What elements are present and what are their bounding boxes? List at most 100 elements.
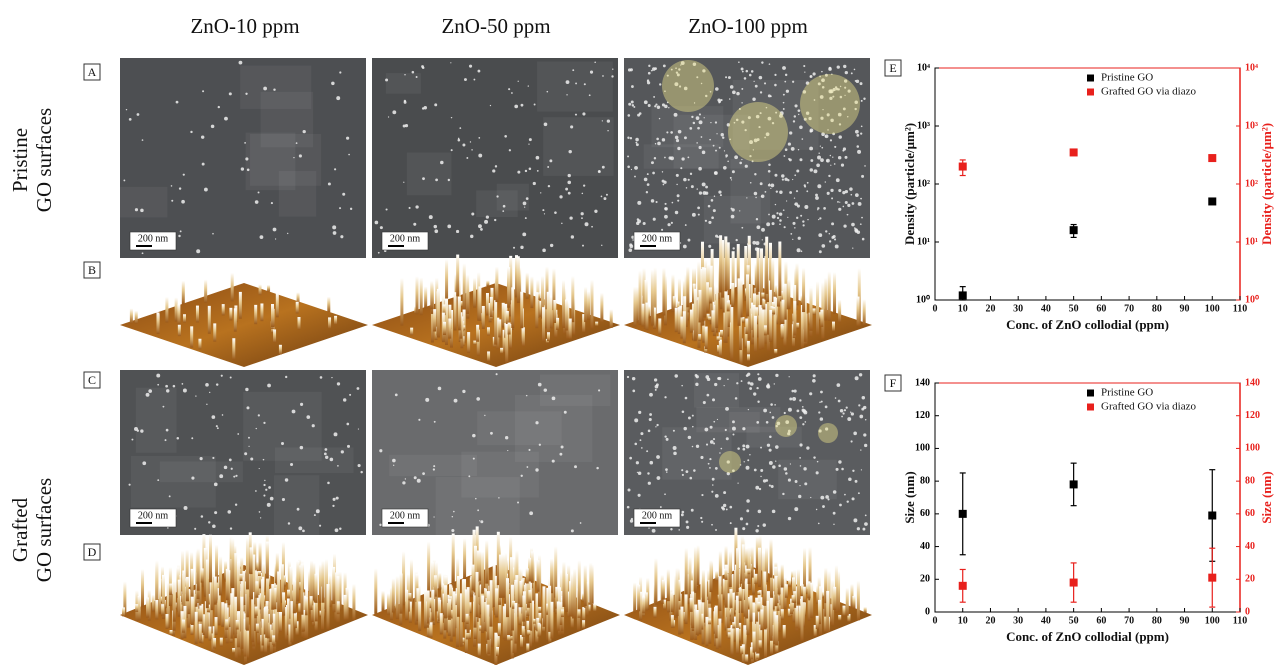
sem-particle <box>171 185 173 187</box>
sem-particle <box>842 191 845 194</box>
sem-particle <box>638 494 641 497</box>
sem-particle <box>181 200 185 204</box>
afm-peak <box>774 576 777 606</box>
sem-particle <box>504 135 507 138</box>
sem-particle <box>689 127 692 130</box>
sem-particle <box>518 81 519 82</box>
sem-particle <box>755 486 759 490</box>
sem-particle <box>809 147 813 151</box>
sem-particle <box>217 427 219 429</box>
sem-particle <box>227 510 231 514</box>
point <box>1208 154 1216 162</box>
sem-particle <box>379 524 381 526</box>
afm-peak <box>344 595 347 620</box>
afm-peak <box>522 596 525 622</box>
sem-particle <box>779 223 781 225</box>
afm-peak <box>173 581 176 622</box>
sem-particle <box>786 90 789 93</box>
sem-particle <box>636 461 639 464</box>
sem-particle <box>651 199 655 203</box>
afm-peak <box>747 341 750 356</box>
sem-particle <box>747 382 750 385</box>
sem-particle <box>392 110 396 114</box>
sem-particle <box>648 527 649 528</box>
sem-particle <box>652 172 655 175</box>
sem-particle <box>415 205 418 208</box>
afm-peak <box>246 538 249 590</box>
sem-particle <box>667 223 670 226</box>
afm-peak <box>182 620 185 633</box>
sem-particle <box>821 401 823 403</box>
sem-particle <box>433 468 435 470</box>
sem-particle <box>292 410 296 414</box>
sem-particle <box>492 169 495 172</box>
sem-particle <box>732 420 735 423</box>
y-axis-label: Size (nm) <box>902 471 917 523</box>
sem-particle <box>737 447 740 450</box>
sem-particle <box>717 419 718 420</box>
sem-domain <box>704 196 761 244</box>
sem-particle <box>648 65 650 67</box>
afm-peak <box>571 276 574 322</box>
sem-particle <box>776 191 778 193</box>
sem-particle <box>769 484 771 486</box>
afm-peak <box>739 588 742 601</box>
sem-particle <box>677 200 679 202</box>
sem-particle <box>470 235 473 238</box>
sem-particle <box>838 156 841 159</box>
afm-peak <box>279 345 282 355</box>
y-axis-label: Density (particle/μm²) <box>902 123 917 245</box>
sem-particle <box>839 135 842 138</box>
sem-particle <box>653 96 655 98</box>
sem-particle <box>237 433 239 435</box>
sem-particle <box>668 107 669 108</box>
afm-peak <box>753 632 756 653</box>
sem-particle <box>498 497 499 498</box>
sem-particle <box>741 380 743 382</box>
afm-peak <box>528 590 531 603</box>
afm-peak <box>746 274 749 316</box>
point <box>1208 574 1216 582</box>
sem-particle <box>654 105 656 107</box>
afm-peak <box>408 593 411 600</box>
sem-particle <box>735 397 738 400</box>
sem-particle <box>759 488 761 490</box>
afm-peak <box>222 304 225 315</box>
sem-particle <box>216 425 218 427</box>
sem-particle <box>802 423 804 425</box>
sem-particle <box>681 385 683 387</box>
sem-particle <box>760 91 762 93</box>
scale-bar-label: 200 nm <box>642 510 673 521</box>
afm-peak <box>161 604 164 615</box>
afm-peak <box>676 568 679 616</box>
sem-particle <box>594 61 596 63</box>
sem-particle <box>769 63 771 65</box>
sem-particle <box>854 69 856 71</box>
scale-bar-label: 200 nm <box>642 233 673 244</box>
sem-particle <box>746 499 750 503</box>
sem-particle <box>171 200 173 202</box>
sem-particle <box>479 520 480 521</box>
sem-particle <box>717 99 720 102</box>
afm-peak <box>178 325 181 336</box>
sem-particle <box>137 113 140 116</box>
sem-particle <box>754 192 758 196</box>
afm-peak <box>833 272 836 314</box>
afm-peak <box>747 569 750 574</box>
sem-particle <box>476 397 480 401</box>
afm-peak <box>255 607 258 616</box>
afm-peak <box>444 585 447 618</box>
sem-particle <box>350 208 352 210</box>
sem-particle <box>712 484 714 486</box>
afm-peak <box>506 578 509 617</box>
sem-particle <box>637 201 641 205</box>
point <box>959 510 967 518</box>
sem-particle <box>834 238 836 240</box>
sem-particle <box>248 437 250 439</box>
afm-peak <box>852 596 855 608</box>
sem-particle <box>663 184 665 186</box>
afm-peak <box>332 567 335 604</box>
sem-particle <box>822 505 825 508</box>
sem-particle <box>751 70 754 73</box>
afm-peak <box>169 584 172 595</box>
